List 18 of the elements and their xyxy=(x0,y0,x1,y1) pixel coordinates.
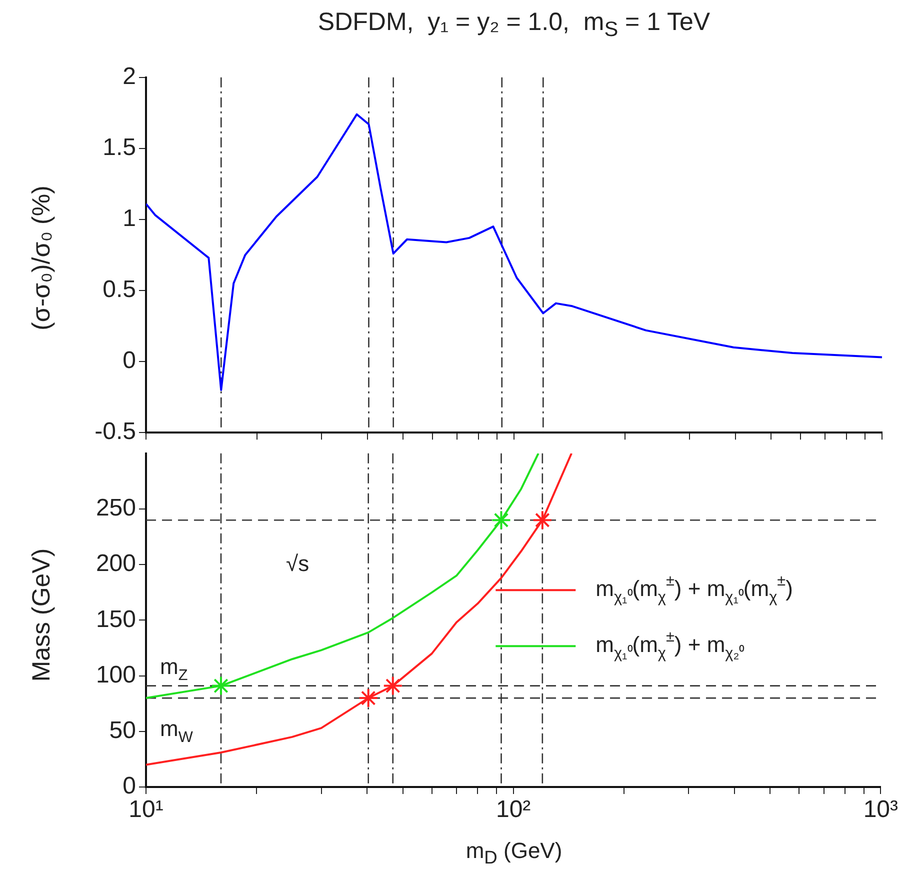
chart-title: SDFDM, y₁ = y₂ = 1.0, m$_{S}$ = 1 TeV xyxy=(318,8,710,42)
y-tick-label: 200 xyxy=(96,550,136,578)
ref-line-label: √s xyxy=(286,551,310,576)
y-tick-label: 0 xyxy=(122,347,136,374)
y-tick-label: 150 xyxy=(96,606,136,633)
y-tick-label: 250 xyxy=(96,494,136,522)
y-tick-label: 1 xyxy=(122,205,136,232)
y-tick-label: -0.5 xyxy=(94,418,136,446)
x-axis-title: m$_{D}$ (GeV) xyxy=(466,838,562,868)
y-tick-label: 100 xyxy=(96,661,136,688)
y-axis-title: Mass (GeV) xyxy=(28,548,56,682)
y-tick-label: 2 xyxy=(122,63,136,90)
y-tick-label: 0.5 xyxy=(102,276,136,304)
y-tick-label: 1.5 xyxy=(102,134,136,162)
y-axis-title: (σ-σ₀)/σ₀ (%) xyxy=(28,186,56,330)
y-tick-label: 50 xyxy=(109,717,136,744)
x-tick-label: 10³ xyxy=(863,796,898,824)
x-tick-label: 10² xyxy=(496,796,531,824)
